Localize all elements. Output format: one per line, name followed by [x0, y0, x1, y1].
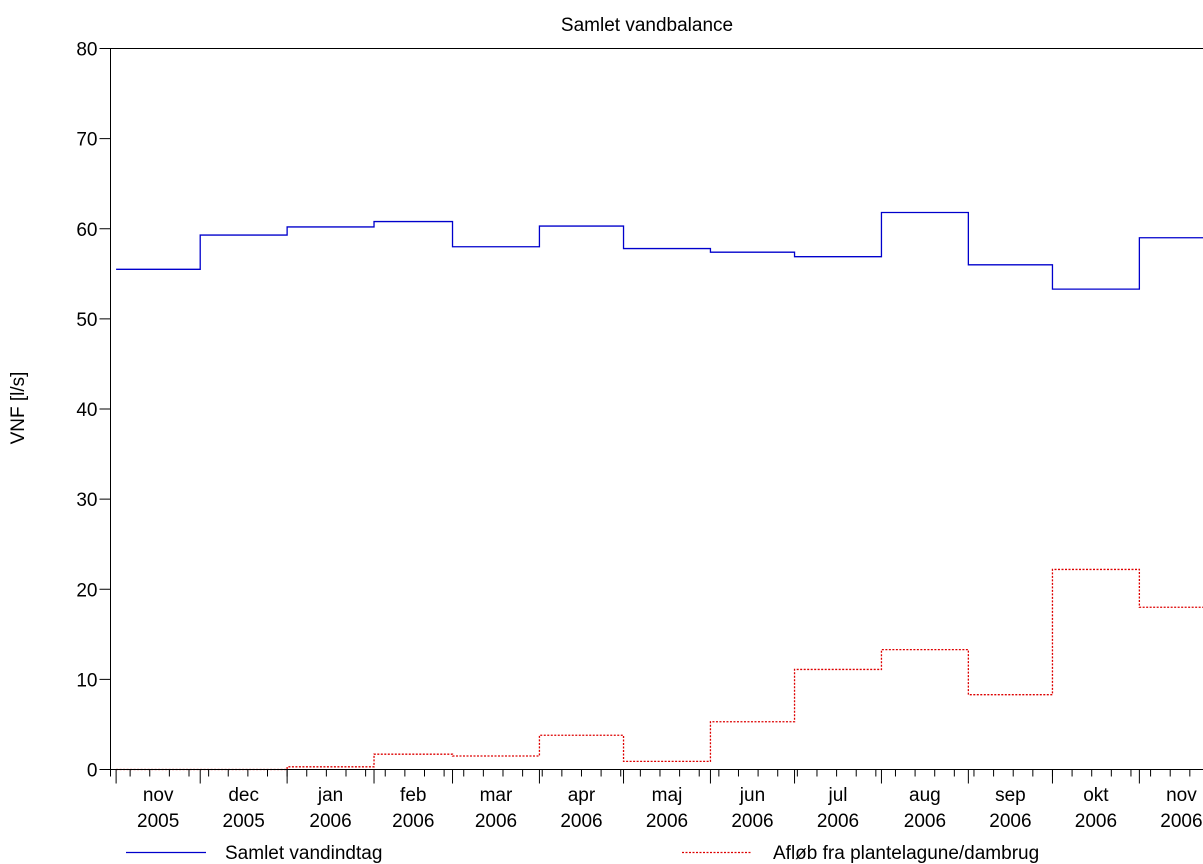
y-tick-label: 50: [76, 310, 97, 331]
x-tick-year: 2006: [309, 811, 351, 832]
y-tick-label: 60: [76, 220, 97, 241]
x-tick-month: jun: [739, 785, 765, 806]
x-tick-month: apr: [568, 785, 596, 806]
x-tick-month: sep: [995, 785, 1026, 806]
legend: Samlet vandindtag Afløb fra plantelagune/…: [126, 843, 1039, 864]
x-tick-year: 2006: [817, 811, 859, 832]
series-line-0: [116, 211, 1203, 290]
y-axis-label: VNF [l/s]: [8, 372, 29, 445]
x-tick-month: maj: [652, 785, 683, 806]
x-tick-month: mar: [480, 785, 513, 806]
x-tick-month: jan: [317, 785, 343, 806]
series-line-1: [116, 568, 1203, 771]
chart-title: Samlet vandbalance: [561, 15, 733, 36]
x-tick-month: jul: [827, 785, 847, 806]
legend-label-1: Afløb fra plantelagune/dambrug: [773, 843, 1039, 864]
y-tick-label: 0: [87, 761, 98, 782]
y-tick-label: 40: [76, 400, 97, 421]
x-tick-month: nov: [143, 785, 174, 806]
plot-series: [116, 211, 1203, 771]
x-tick-year: 2006: [904, 811, 946, 832]
x-tick-year: 2005: [223, 811, 265, 832]
x-tick-year: 2006: [392, 811, 434, 832]
plot-frame: [110, 48, 1203, 770]
y-tick-label: 70: [76, 130, 97, 151]
x-tick-year: 2006: [646, 811, 688, 832]
x-tick-month: feb: [400, 785, 426, 806]
x-tick-month: dec: [228, 785, 259, 806]
x-tick-year: 2006: [1075, 811, 1117, 832]
x-tick-year: 2006: [1160, 811, 1202, 832]
y-tick-label: 20: [76, 580, 97, 601]
x-tick-year: 2005: [137, 811, 179, 832]
x-tick-month: aug: [909, 785, 941, 806]
x-tick-month: okt: [1083, 785, 1109, 806]
y-tick-label: 30: [76, 490, 97, 511]
y-axis: 0 10 20 30 40 50 60 70 80: [76, 40, 111, 782]
y-tick-label: 80: [76, 40, 97, 61]
x-tick-year: 2006: [989, 811, 1031, 832]
y-tick-label: 10: [76, 670, 97, 691]
legend-label-0: Samlet vandindtag: [225, 843, 382, 864]
x-tick-year: 2006: [731, 811, 773, 832]
x-tick-year: 2006: [560, 811, 602, 832]
x-axis: nov 2005 dec 2005 jan 2006 feb 2006 mar 2006 apr 20…: [110, 769, 1203, 832]
x-tick-month: nov: [1166, 785, 1197, 806]
x-tick-year: 2006: [475, 811, 517, 832]
